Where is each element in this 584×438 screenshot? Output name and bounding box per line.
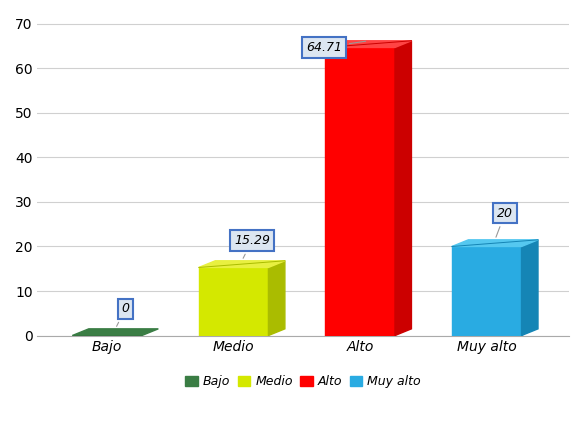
Polygon shape [522,240,538,336]
Bar [325,47,395,336]
Bar [452,247,522,336]
Polygon shape [199,261,285,268]
Polygon shape [269,261,285,336]
Polygon shape [325,41,412,47]
Text: 0: 0 [117,302,130,326]
Text: 15.29: 15.29 [234,234,270,258]
Bar [199,268,269,336]
Text: 20: 20 [496,207,513,237]
Bar [72,336,142,337]
Legend: Bajo, Medio, Alto, Muy alto: Bajo, Medio, Alto, Muy alto [180,371,426,393]
Text: 64.71: 64.71 [306,41,366,54]
Polygon shape [72,329,158,336]
Polygon shape [452,240,538,247]
Polygon shape [395,41,412,336]
